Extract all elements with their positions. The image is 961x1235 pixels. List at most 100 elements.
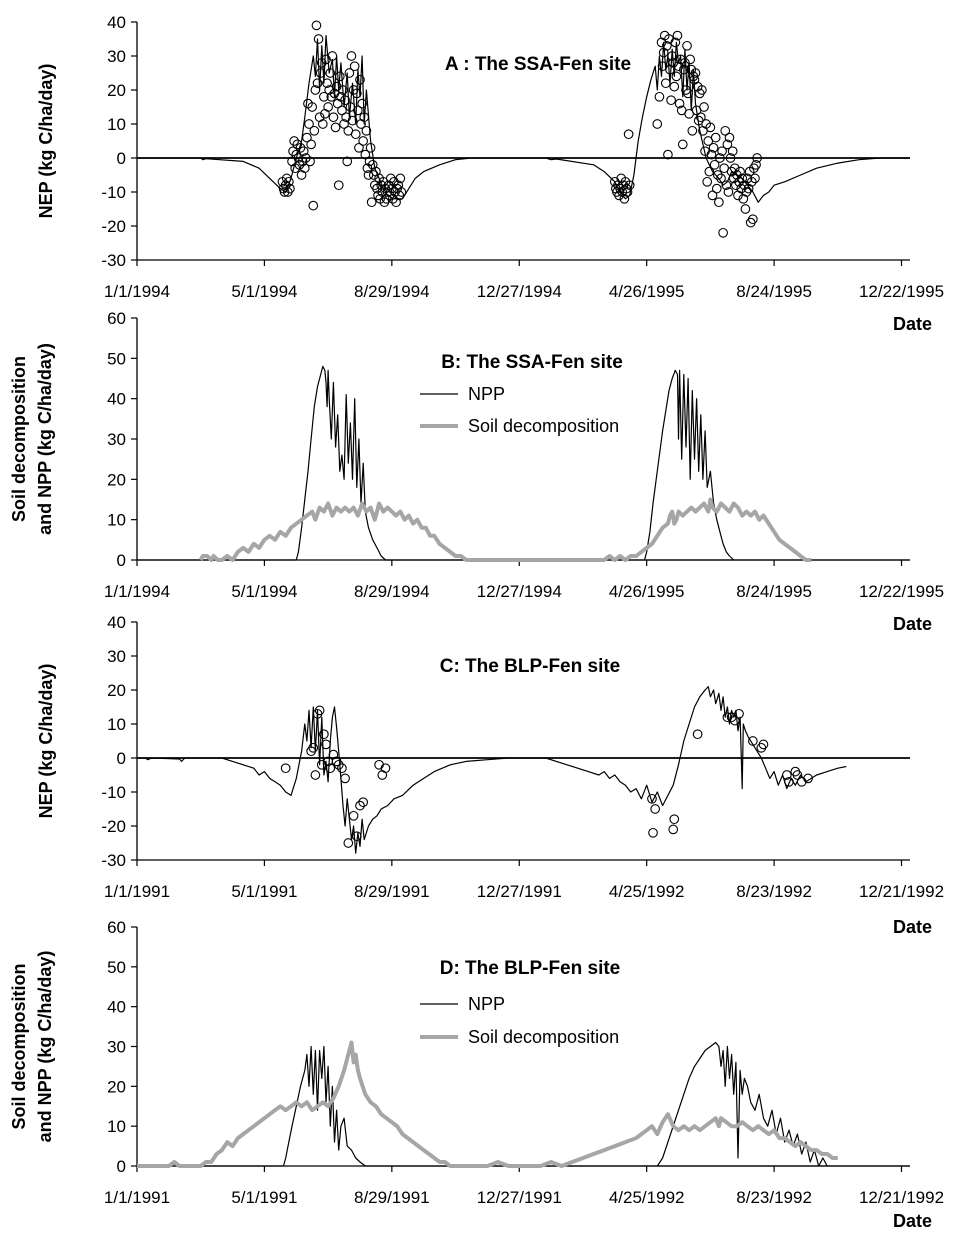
- data-point: [328, 112, 339, 123]
- data-point: [313, 34, 324, 44]
- data-point: [298, 146, 309, 157]
- data-point: [666, 95, 676, 106]
- data-point: [624, 180, 635, 191]
- data-point: [718, 227, 728, 238]
- data-point: [302, 132, 312, 143]
- data-point: [279, 187, 290, 197]
- x-axis-label: Date: [893, 314, 932, 334]
- chart-panel-c: -30 -20 -10 0 10 20 30 40 1/1/1991 5/1/1991 8/29/1…: [36, 613, 944, 937]
- data-point: [734, 176, 744, 187]
- data-point: [670, 37, 681, 48]
- data-point: [294, 159, 305, 170]
- data-point: [307, 102, 318, 112]
- y-tick-label: 20: [107, 681, 126, 700]
- y-tick-label: 0: [117, 749, 126, 768]
- x-tick-label: 12/22/1995: [859, 282, 944, 301]
- data-point: [308, 200, 319, 211]
- data-point: [319, 729, 329, 740]
- data-point: [660, 78, 671, 89]
- data-point: [365, 142, 376, 153]
- data-point: [647, 793, 657, 804]
- data-point: [362, 163, 373, 174]
- chart-title: D: The BLP-Fen site: [440, 958, 621, 979]
- data-point: [687, 125, 698, 136]
- data-point: [685, 54, 696, 65]
- data-point: [285, 183, 295, 194]
- chart-panel-d: 0 10 20 30 40 50 60 1/1/1991 5/1/1991 8/29/1991 12…: [9, 918, 944, 1231]
- data-point: [354, 142, 364, 153]
- data-point: [355, 74, 365, 85]
- data-point: [334, 71, 345, 82]
- series-line-npp: [137, 365, 910, 561]
- x-axis-label: Date: [893, 917, 932, 937]
- data-point: [343, 838, 354, 848]
- x-axis-label: Date: [893, 1211, 932, 1231]
- data-point: [705, 122, 716, 133]
- legend-label: NPP: [468, 994, 505, 1014]
- data-point: [722, 139, 733, 150]
- data-point: [711, 183, 722, 194]
- chart-panel-a: -30 -20 -10 0 10 20 30 40 1/1/1994 5/1/1994 8/29/1…: [36, 13, 944, 334]
- data-point: [678, 64, 689, 75]
- data-point: [671, 71, 682, 82]
- data-point: [784, 776, 794, 787]
- data-point: [383, 180, 394, 191]
- y-tick-label: -30: [101, 251, 126, 270]
- y-tick-label: 30: [107, 647, 126, 666]
- data-point: [308, 742, 319, 753]
- data-point: [652, 119, 663, 129]
- series-line-nep: [137, 686, 847, 854]
- data-point: [750, 173, 760, 184]
- data-point: [758, 739, 769, 750]
- y-tick-label: 50: [107, 958, 126, 977]
- y-tick-label: 0: [117, 1157, 126, 1176]
- data-point: [697, 85, 707, 95]
- data-point: [734, 708, 744, 719]
- data-point: [709, 159, 720, 170]
- x-tick-label: 5/1/1991: [231, 1188, 297, 1207]
- data-point: [396, 187, 407, 197]
- data-point: [353, 105, 363, 116]
- x-tick-label: 4/26/1995: [609, 282, 685, 301]
- y-tick-label: 10: [107, 715, 126, 734]
- data-point: [735, 166, 745, 177]
- legend-label: Soil decomposition: [468, 1027, 619, 1047]
- data-point: [314, 705, 325, 716]
- data-point: [299, 163, 310, 174]
- x-tick-label: 5/1/1991: [231, 882, 297, 901]
- data-point: [751, 159, 761, 170]
- data-point: [304, 119, 314, 129]
- data-point: [746, 176, 757, 187]
- data-point: [667, 51, 678, 61]
- data-point: [748, 736, 758, 746]
- data-point: [366, 197, 377, 208]
- y-tick-label: -10: [101, 783, 126, 802]
- x-tick-label: 4/26/1995: [609, 582, 685, 601]
- data-point: [699, 102, 709, 112]
- data-point: [674, 98, 685, 109]
- y-tick-label: 10: [107, 511, 126, 530]
- y-tick-label: 20: [107, 470, 126, 489]
- y-tick-label: 40: [107, 613, 126, 632]
- chart-title: C: The BLP-Fen site: [440, 656, 621, 677]
- data-point: [339, 119, 349, 129]
- data-point: [683, 88, 693, 99]
- data-point: [333, 180, 344, 191]
- x-tick-label: 12/27/1994: [477, 282, 562, 301]
- data-point: [358, 136, 369, 146]
- x-tick-label: 4/25/1992: [609, 1188, 685, 1207]
- data-point: [306, 139, 316, 150]
- data-point: [323, 102, 333, 112]
- y-axis-label: and NPP (kg C/ha/day): [35, 951, 55, 1143]
- data-point: [351, 88, 362, 99]
- data-point: [723, 187, 734, 197]
- data-point: [327, 51, 338, 61]
- data-point: [720, 125, 731, 136]
- y-tick-label: 60: [107, 309, 126, 328]
- x-tick-label: 8/29/1994: [354, 282, 430, 301]
- data-point: [727, 146, 738, 157]
- data-point: [325, 763, 336, 774]
- chart-title: B: The SSA-Fen site: [441, 352, 623, 373]
- y-tick-label: 10: [107, 1117, 126, 1136]
- data-point: [326, 91, 337, 102]
